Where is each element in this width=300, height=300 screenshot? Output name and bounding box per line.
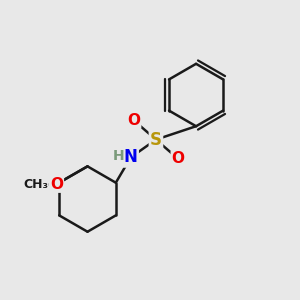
Text: N: N: [124, 148, 138, 166]
Text: O: O: [127, 113, 140, 128]
Text: CH₃: CH₃: [23, 178, 48, 191]
Text: S: S: [150, 130, 162, 148]
Text: O: O: [172, 152, 185, 166]
Text: H: H: [112, 149, 124, 163]
Text: O: O: [50, 177, 63, 192]
